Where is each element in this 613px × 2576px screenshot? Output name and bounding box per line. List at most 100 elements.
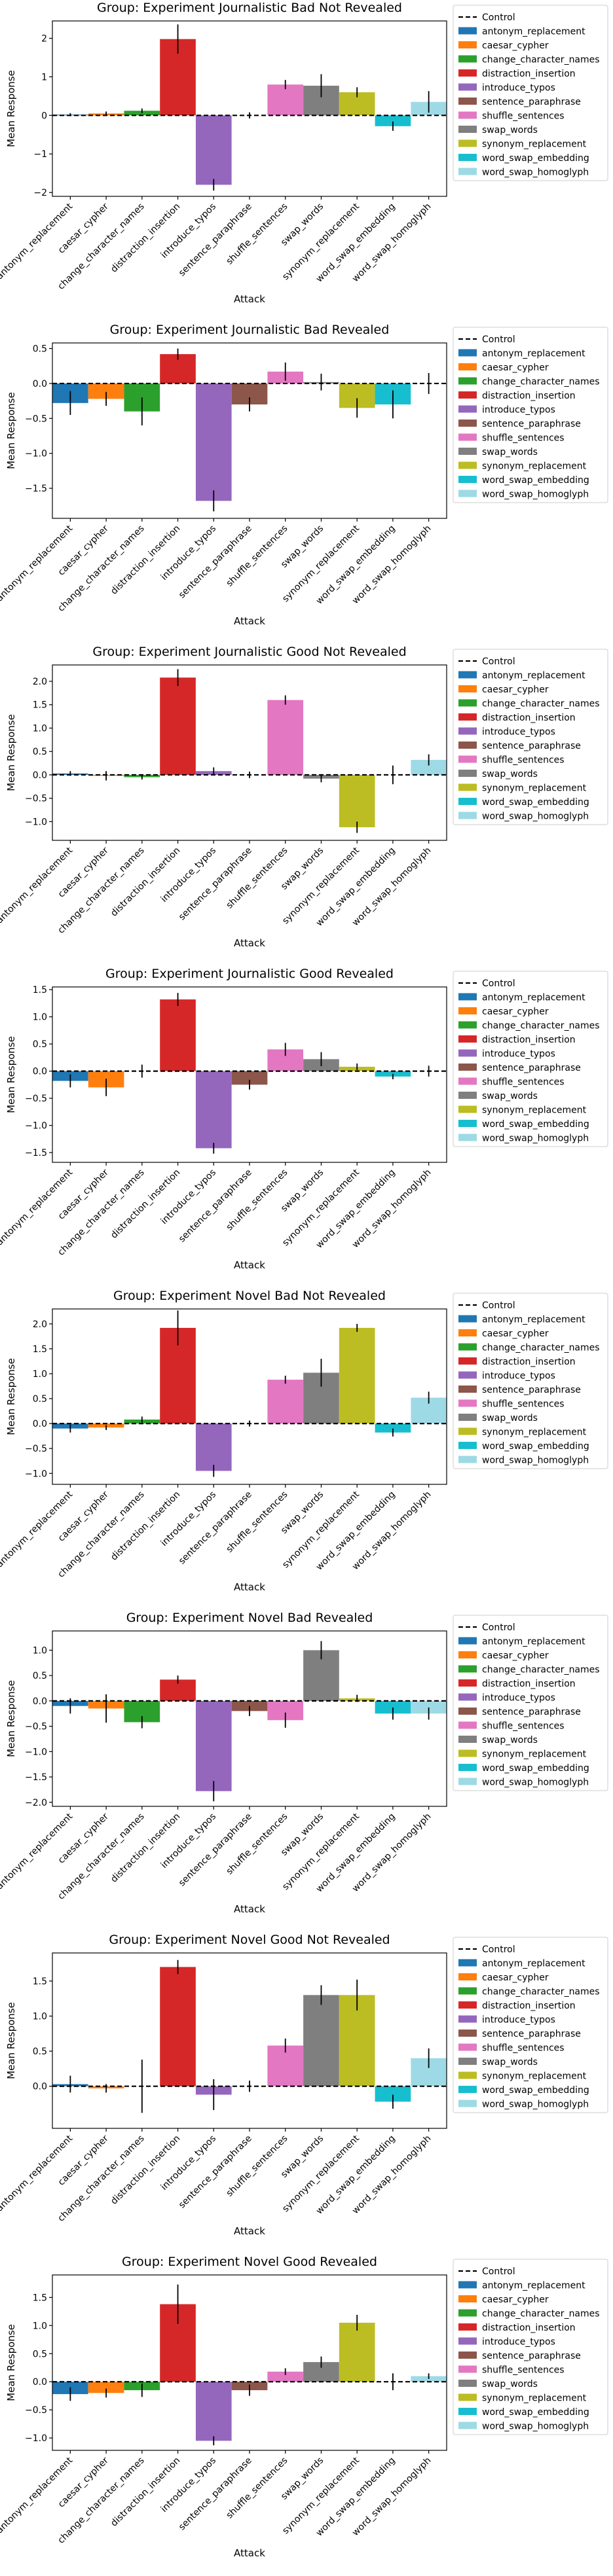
y-tick-label: −0.5 bbox=[25, 794, 47, 804]
legend-swatch bbox=[458, 1693, 477, 1701]
legend-entry-label: word_swap_embedding bbox=[482, 153, 589, 164]
legend-entry-label: shuffle_sentences bbox=[482, 111, 565, 122]
chart-panel: Group: Experiment Novel Good Revealed −1.… bbox=[0, 2255, 608, 2559]
y-tick-label: −1.5 bbox=[25, 484, 47, 494]
y-axis-label: Mean Response bbox=[5, 1680, 17, 1757]
y-tick-label: 0 bbox=[41, 111, 47, 121]
bar-word_swap_homoglyph bbox=[411, 760, 447, 775]
legend: Control antonym_replacement caesar_cypherc… bbox=[453, 1615, 608, 1791]
chart-panel: Group: Experiment Journalistic Bad Revea… bbox=[0, 323, 608, 627]
bar-shuffle_sentences bbox=[267, 700, 304, 775]
bar-word_swap_embedding bbox=[375, 1423, 411, 1433]
legend-entry-label: antonym_replacement bbox=[482, 1959, 585, 1969]
chart-panel: Group: Experiment Journalistic Bad Not R… bbox=[0, 1, 608, 305]
legend-entry-label: antonym_replacement bbox=[482, 1315, 585, 1325]
legend-swatch bbox=[458, 1959, 477, 1967]
legend-swatch bbox=[458, 1721, 477, 1729]
bar-synonym_replacement bbox=[339, 774, 375, 827]
x-tick-label: shuffle_sentences bbox=[224, 1812, 289, 1877]
legend-entry-label: caesar_cypher bbox=[482, 363, 549, 373]
legend-entry-label: change_character_names bbox=[482, 1343, 600, 1353]
legend-entry-label: synonym_replacement bbox=[482, 1749, 587, 1760]
y-tick-label: −1 bbox=[33, 149, 47, 160]
y-tick-label: −0.5 bbox=[25, 414, 47, 424]
bar-shuffle_sentences bbox=[267, 1380, 304, 1424]
legend-entry-label: word_swap_homoglyph bbox=[482, 812, 589, 822]
legend-entry-label: swap_words bbox=[482, 125, 538, 135]
bar-distraction_insertion bbox=[160, 999, 196, 1071]
y-axis-label: Mean Response bbox=[5, 70, 17, 147]
legend-entry-label: change_character_names bbox=[482, 55, 600, 65]
x-tick-label: shuffle_sentences bbox=[224, 2134, 289, 2199]
legend-swatch bbox=[458, 2393, 477, 2401]
y-tick-label: 2 bbox=[41, 34, 47, 45]
y-tick-label: −2 bbox=[33, 188, 47, 198]
chart-title: Group: Experiment Journalistic Good Reve… bbox=[105, 967, 394, 981]
legend-swatch bbox=[458, 1077, 477, 1085]
legend-swatch bbox=[458, 1120, 477, 1127]
y-tick-label: −1.0 bbox=[25, 1121, 47, 1132]
legend-control-label: Control bbox=[482, 1300, 515, 1311]
legend-entry-label: introduce_typos bbox=[482, 1693, 555, 1704]
y-tick-label: −1.0 bbox=[25, 2433, 47, 2444]
legend-control-label: Control bbox=[482, 12, 515, 23]
legend-swatch bbox=[458, 1371, 477, 1379]
legend-swatch bbox=[458, 1092, 477, 1099]
x-tick-label: distraction_insertion bbox=[109, 1168, 182, 1241]
legend-control-label: Control bbox=[482, 978, 515, 989]
legend-swatch bbox=[458, 98, 477, 105]
legend-swatch bbox=[458, 685, 477, 692]
x-tick-label: sentence_paraphrase bbox=[177, 1490, 254, 1567]
x-tick-label: distraction_insertion bbox=[109, 202, 182, 275]
legend-swatch bbox=[458, 1399, 477, 1407]
x-tick-label: sentence_paraphrase bbox=[177, 2134, 254, 2211]
legend-swatch bbox=[458, 1651, 477, 1658]
bar-introduce_typos bbox=[195, 383, 232, 501]
legend-swatch bbox=[458, 461, 477, 469]
y-tick-label: −1.5 bbox=[25, 1148, 47, 1158]
legend-swatch bbox=[458, 1736, 477, 1743]
legend-entry-label: distraction_insertion bbox=[482, 1679, 576, 1689]
x-tick-label: shuffle_sentences bbox=[224, 1490, 289, 1555]
legend-entry-label: word_swap_embedding bbox=[482, 1763, 589, 1774]
legend-swatch bbox=[458, 2086, 477, 2093]
x-axis-label: Attack bbox=[234, 2225, 265, 2237]
legend-entry-label: word_swap_embedding bbox=[482, 2085, 589, 2096]
x-axis-label: Attack bbox=[234, 2547, 265, 2559]
y-tick-label: 0.5 bbox=[33, 1394, 47, 1404]
legend-entry-label: synonym_replacement bbox=[482, 783, 587, 794]
bar-word_swap_homoglyph bbox=[411, 2376, 447, 2382]
legend-entry-label: word_swap_homoglyph bbox=[482, 2100, 589, 2110]
y-tick-label: 0.0 bbox=[33, 379, 47, 389]
legend-swatch bbox=[458, 770, 477, 777]
legend-entry-label: introduce_typos bbox=[482, 1049, 555, 1060]
plot-frame bbox=[52, 20, 447, 197]
legend-entry-label: change_character_names bbox=[482, 377, 600, 387]
legend-swatch bbox=[458, 405, 477, 413]
legend-swatch bbox=[458, 1386, 477, 1393]
y-tick-label: 0.0 bbox=[33, 1067, 47, 1077]
legend-swatch bbox=[458, 2001, 477, 2009]
legend-control-label: Control bbox=[482, 1944, 515, 1955]
bar-distraction_insertion bbox=[160, 677, 196, 775]
legend-swatch bbox=[458, 377, 477, 385]
legend-entry-label: word_swap_homoglyph bbox=[482, 168, 589, 178]
y-tick-label: 1.5 bbox=[33, 700, 47, 711]
legend-swatch bbox=[458, 812, 477, 819]
x-tick-label: distraction_insertion bbox=[109, 2134, 182, 2207]
legend-swatch bbox=[458, 41, 477, 48]
legend-swatch bbox=[458, 420, 477, 427]
y-tick-label: 0.5 bbox=[33, 2047, 47, 2057]
legend-swatch bbox=[458, 1778, 477, 1785]
y-tick-label: 0.0 bbox=[33, 1419, 47, 1429]
legend-entry-label: shuffle_sentences bbox=[482, 1077, 565, 1088]
y-tick-label: −0.5 bbox=[25, 1094, 47, 1104]
chart-title: Group: Experiment Novel Bad Not Revealed bbox=[113, 1289, 386, 1303]
legend-swatch bbox=[458, 2100, 477, 2107]
x-axis-label: Attack bbox=[234, 1903, 265, 1915]
y-axis-label: Mean Response bbox=[5, 392, 17, 469]
legend-swatch bbox=[458, 1134, 477, 1141]
y-axis-label: Mean Response bbox=[5, 714, 17, 791]
legend-entry-label: word_swap_embedding bbox=[482, 1119, 589, 1130]
